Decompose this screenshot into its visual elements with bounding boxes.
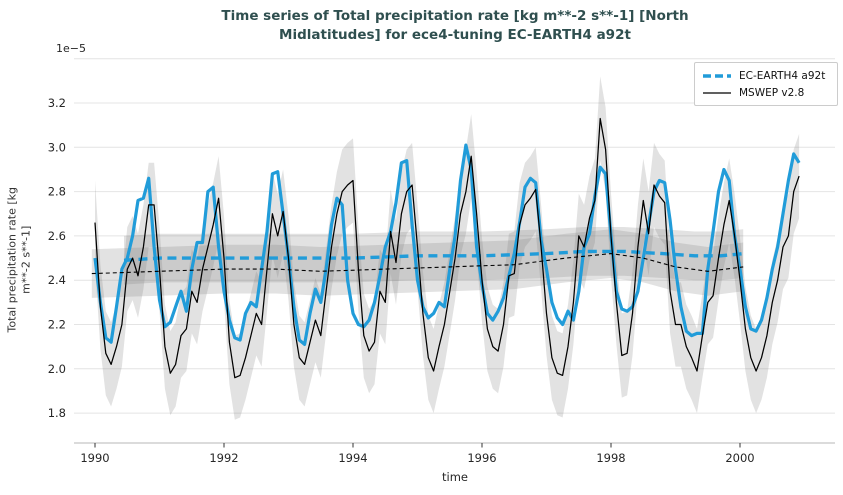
y-tick-label: 3.2 xyxy=(48,96,66,110)
x-tick-label: 1992 xyxy=(209,451,238,465)
y-tick-label: 2.2 xyxy=(48,318,66,332)
x-axis-label: time xyxy=(442,470,468,484)
reference-line-sample-icon xyxy=(703,91,731,94)
legend-entry: MSWEP v2.8 xyxy=(702,84,830,101)
y-tick-label: 1.8 xyxy=(48,406,66,420)
x-tick-label: 1990 xyxy=(80,451,109,465)
y-tick-label: 2.6 xyxy=(48,229,66,243)
chart-title: Time series of Total precipitation rate … xyxy=(67,7,843,45)
reference-uncertainty-band xyxy=(95,76,800,420)
x-tick-label: 1996 xyxy=(467,451,496,465)
chart-title-line2: Midlatitudes] for ece4-tuning EC-EARTH4 … xyxy=(279,26,631,43)
y-tick-label: 2.8 xyxy=(48,185,66,199)
reference-trend-line xyxy=(91,253,744,275)
model-line xyxy=(93,143,801,346)
legend: EC-EARTH4 a92t MSWEP v2.8 xyxy=(694,62,838,106)
x-tick-label: 1994 xyxy=(338,451,367,465)
legend-entry: EC-EARTH4 a92t xyxy=(702,67,830,84)
chart-title-line1: Time series of Total precipitation rate … xyxy=(221,8,689,24)
y-tick-label: 3.0 xyxy=(48,140,66,154)
legend-label: MSWEP v2.8 xyxy=(739,86,805,99)
x-tick-label: 2000 xyxy=(725,451,754,465)
model-line-sample-icon xyxy=(703,73,731,78)
reference-line xyxy=(94,117,800,379)
y-tick-label: 2.0 xyxy=(48,362,66,376)
y-tick-label: 2.4 xyxy=(48,273,66,287)
legend-label: EC-EARTH4 a92t xyxy=(739,69,826,82)
x-tick-label: 1998 xyxy=(596,451,625,465)
model-trend-line xyxy=(123,249,744,262)
y-axis-offset-text: 1e−5 xyxy=(56,42,86,55)
